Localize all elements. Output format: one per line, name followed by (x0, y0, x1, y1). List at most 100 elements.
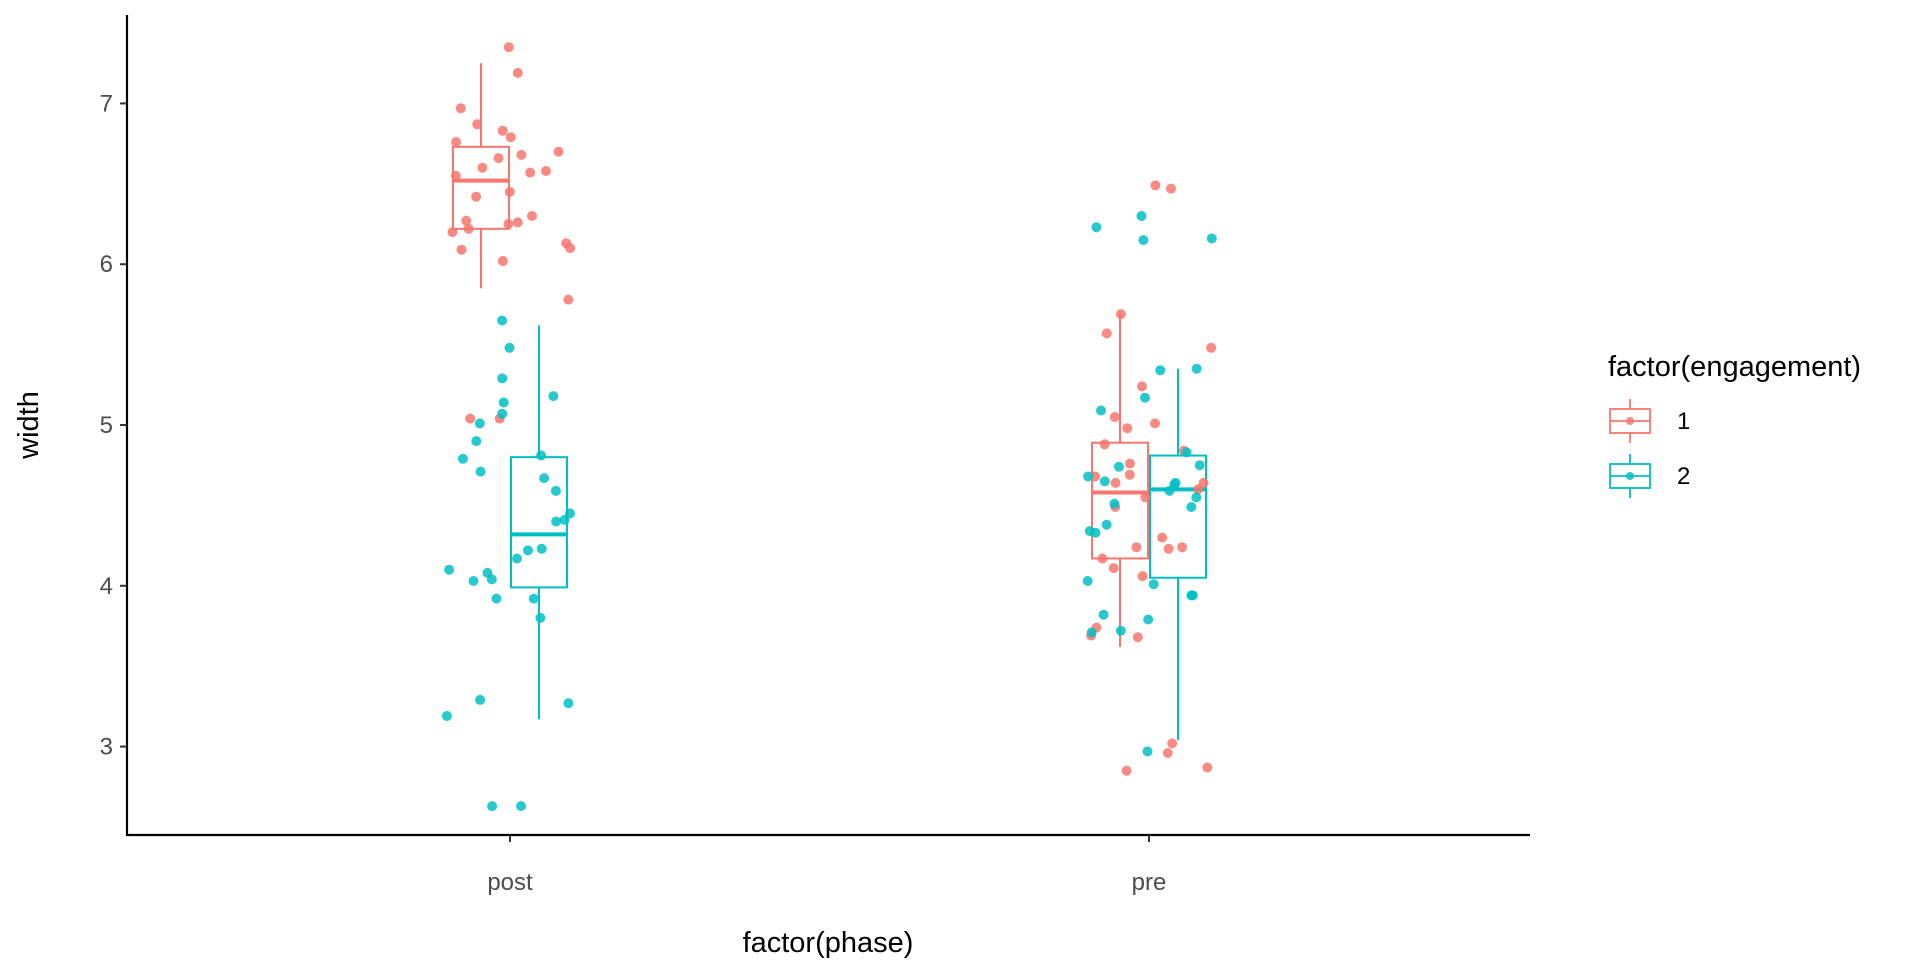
y-tick-label: 7 (100, 90, 113, 117)
y-tick-label: 4 (100, 573, 113, 600)
data-point (535, 612, 546, 623)
data-point (475, 466, 486, 477)
data-point (463, 223, 474, 234)
data-point (497, 256, 508, 266)
data-point (450, 170, 461, 181)
data-point (1110, 477, 1121, 488)
data-point (1122, 423, 1133, 434)
data-point (486, 574, 497, 585)
plot-area (441, 42, 1217, 812)
data-point (512, 553, 522, 564)
data-point (491, 593, 502, 604)
y-tick-label: 6 (100, 251, 113, 278)
data-point (551, 516, 562, 527)
data-point (1138, 235, 1149, 246)
data-point (1150, 180, 1161, 191)
data-point (528, 593, 539, 604)
data-point (1166, 183, 1176, 194)
legend-key-1: 1 (1609, 399, 1690, 443)
data-point (477, 162, 488, 173)
data-point (1191, 492, 1202, 503)
data-point (516, 149, 527, 160)
data-point (1101, 328, 1112, 339)
legend: factor(engagement) 12 (1608, 351, 1861, 498)
data-point (444, 564, 455, 575)
data-point (1186, 502, 1197, 512)
data-point (1090, 527, 1101, 538)
data-point (1140, 492, 1151, 503)
data-point (468, 576, 479, 586)
data-point (1137, 571, 1148, 582)
x-tick-label: post (487, 869, 533, 896)
data-point (1115, 625, 1126, 636)
data-point (1108, 563, 1119, 574)
data-point (497, 408, 508, 419)
data-point (1136, 211, 1147, 221)
data-point (559, 514, 570, 525)
axes (125, 15, 1530, 837)
data-point (550, 485, 561, 496)
data-point (474, 418, 485, 429)
data-point (1096, 405, 1106, 416)
data-point (487, 801, 498, 812)
data-point (456, 244, 467, 255)
data-point (471, 191, 482, 202)
x-axis-title: factor(phase) (743, 927, 914, 959)
data-point (475, 694, 486, 705)
data-point (1177, 542, 1188, 553)
legend-point (1626, 472, 1634, 480)
data-point (1109, 412, 1120, 422)
data-point (1113, 461, 1124, 472)
data-point (1101, 519, 1112, 530)
data-point (1187, 590, 1198, 601)
legend-keys: 12 (1609, 399, 1690, 498)
data-point (512, 67, 523, 78)
data-point (516, 801, 526, 812)
data-point (512, 217, 523, 228)
data-point (1155, 365, 1166, 376)
data-point (1090, 471, 1101, 482)
data-point (1131, 542, 1142, 553)
data-point (563, 698, 574, 709)
data-point (565, 243, 576, 254)
legend-key-2: 2 (1609, 454, 1690, 498)
data-point (497, 125, 508, 136)
data-point (541, 166, 551, 176)
data-point (447, 227, 458, 238)
y-axis-title: width (13, 391, 45, 460)
data-point (536, 543, 547, 554)
data-point (455, 103, 466, 114)
data-point (471, 436, 482, 447)
data-point (1193, 484, 1204, 495)
data-point (441, 711, 452, 721)
data-point (1115, 309, 1126, 320)
data-point (1191, 363, 1202, 374)
data-point (505, 132, 516, 143)
box (1149, 454, 1207, 579)
data-point (1150, 418, 1160, 429)
data-point (523, 545, 533, 556)
data-point (1202, 762, 1213, 773)
data-point (1099, 476, 1110, 487)
data-point (1148, 579, 1159, 590)
data-point (1140, 392, 1150, 403)
data-point (1091, 222, 1102, 233)
data-point (1181, 447, 1192, 458)
box (1091, 441, 1149, 560)
legend-title: factor(engagement) (1608, 351, 1861, 383)
legend-label: 2 (1677, 463, 1690, 490)
data-point (461, 215, 472, 226)
data-point (1163, 543, 1174, 554)
data-point (497, 373, 508, 384)
data-point (1097, 553, 1108, 564)
data-point (1125, 458, 1135, 469)
data-point (457, 453, 468, 464)
data-point (472, 119, 483, 130)
data-point (1098, 609, 1109, 620)
data-point (1137, 381, 1147, 392)
data-point (539, 473, 550, 484)
data-point (1206, 342, 1217, 353)
data-point (527, 211, 537, 221)
data-point (1157, 532, 1168, 543)
x-tick-label: pre (1132, 869, 1167, 896)
